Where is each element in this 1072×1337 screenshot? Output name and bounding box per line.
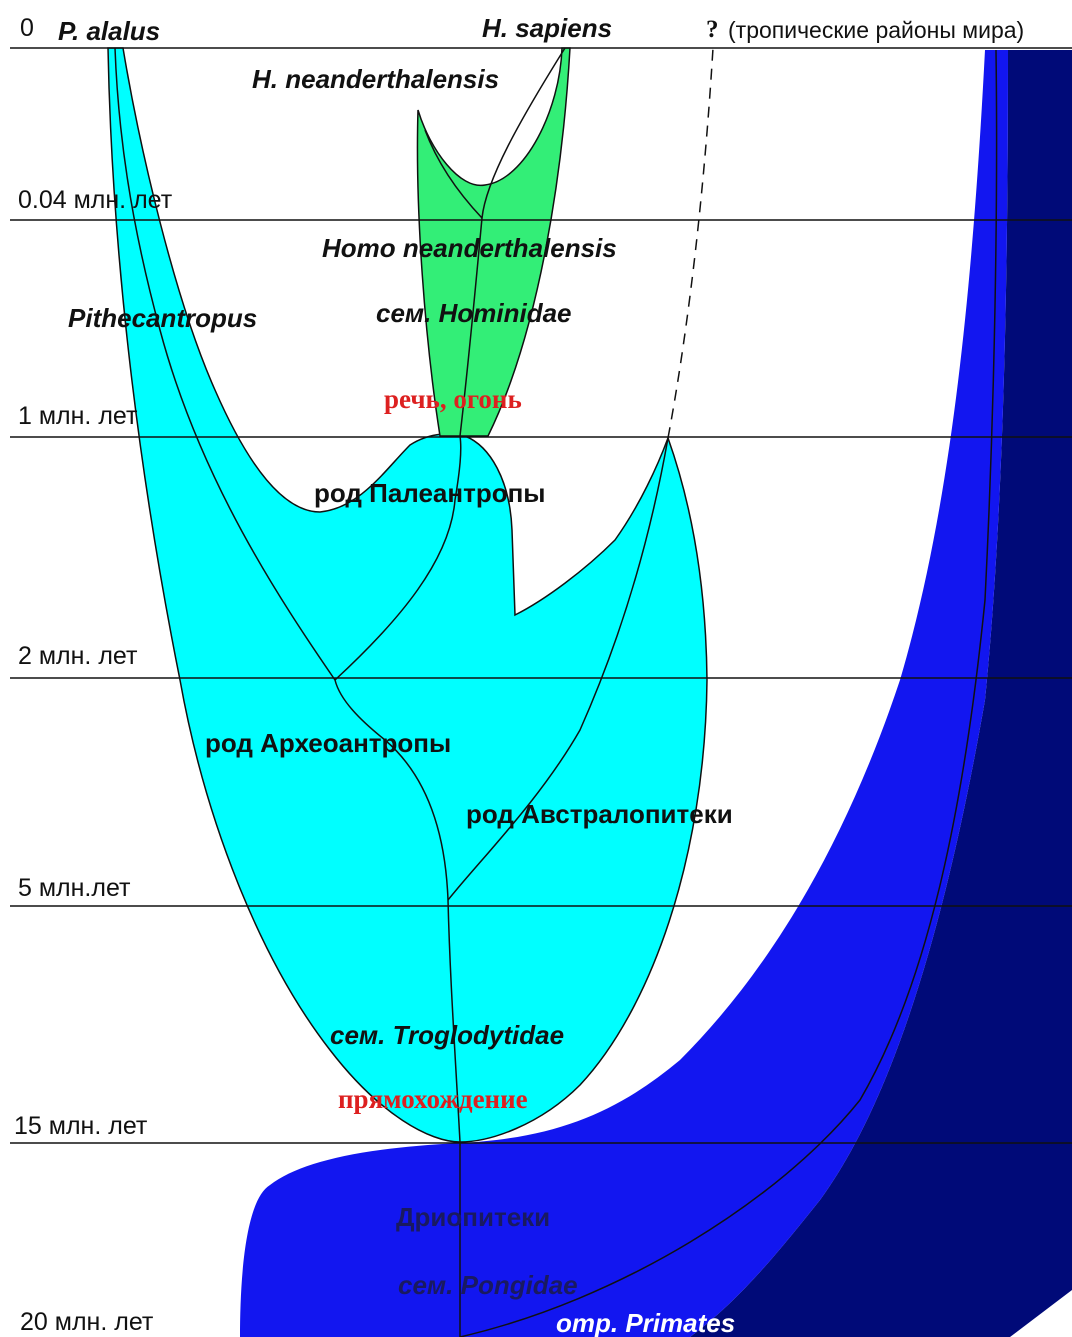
tropics-note: (тропические районы мира) [728,17,1024,43]
label-speech-fire: речь, огонь [384,384,522,414]
question-mark: ? [706,16,719,43]
lineage-lines [114,47,998,1337]
time-label-2: 2 млн. лет [18,642,138,670]
time-label-0: 0 [20,14,34,42]
label-paleoanthropes: род Палеантропы [314,478,546,508]
time-label-5: 5 млн.лет [18,874,131,902]
primates-outer-region [690,50,1072,1337]
label-pongidae: сем. Pongidae [398,1270,578,1300]
time-label-20: 20 млн. лет [20,1308,154,1336]
tropics-dashed-line [667,47,714,439]
label-dryopithecus: Дриопитеки [396,1202,550,1232]
label-hominidae: сем. Hominidae [376,298,572,328]
time-label-15: 15 млн. лет [14,1112,148,1140]
species-h-neanderthalensis: H. neanderthalensis [252,64,499,94]
hominidae-region [416,47,571,437]
label-pithecantropus: Pithecantropus [68,303,257,333]
time-lines [10,47,1072,1144]
troglodytidae-region [107,47,708,1143]
label-archanthropes: род Археоантропы [205,728,451,758]
label-homo-neanderthalensis: Homo neanderthalensis [322,233,617,263]
primates-mid-region [240,50,1008,1337]
label-bipedalism: прямохождение [338,1084,528,1114]
time-label-004: 0.04 млн. лет [18,186,173,214]
species-p-alalus: P. alalus [58,16,160,46]
species-h-sapiens: H. sapiens [482,13,612,43]
time-label-1: 1 млн. лет [18,402,138,430]
label-australopithecus: род Австралопитеки [466,799,733,829]
label-troglodytidae: сем. Troglodytidae [330,1020,564,1050]
label-primates: отр. Primates [556,1308,735,1337]
